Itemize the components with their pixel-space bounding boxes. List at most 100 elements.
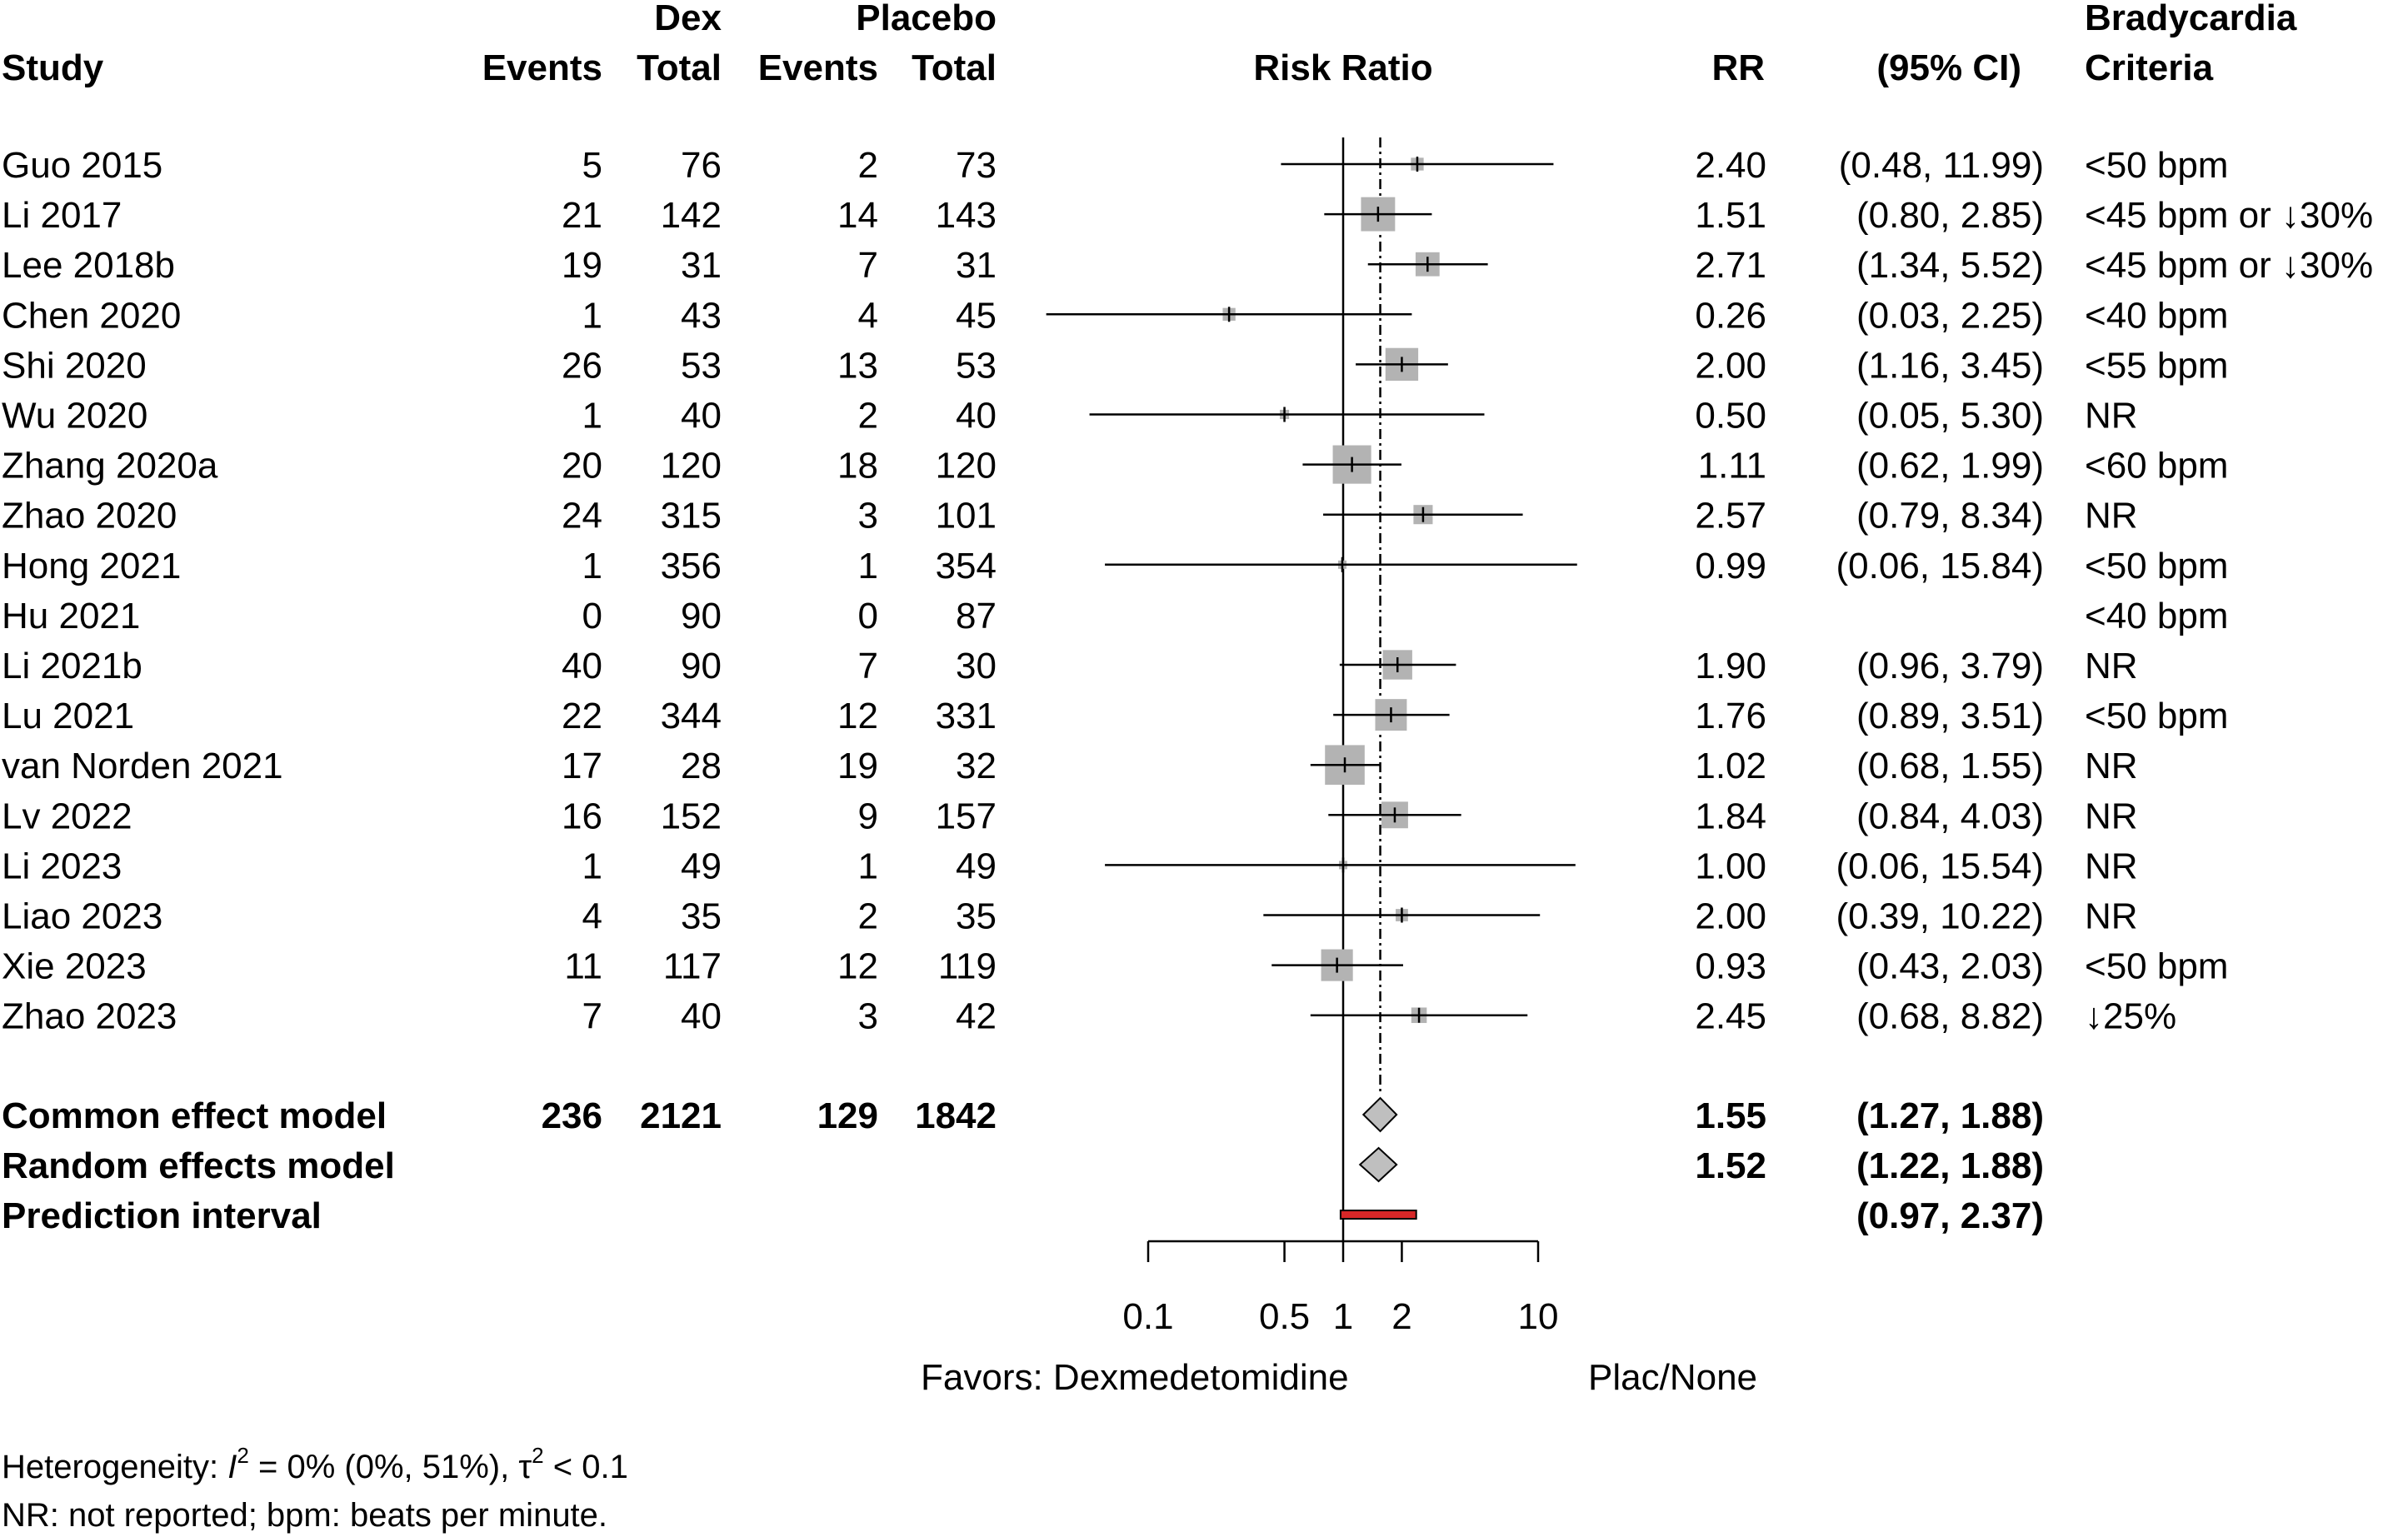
rr-cell: 1.02 [1695, 746, 1766, 786]
criteria-cell: ↓25% [2085, 996, 2176, 1037]
dex-total-cell: 2121 [640, 1095, 722, 1136]
row-label: Zhao 2023 [2, 996, 177, 1037]
ci-cell: (0.05, 5.30) [1856, 396, 2044, 437]
rr-cell: 1.51 [1695, 195, 1766, 236]
criteria-cell: <50 bpm [2085, 696, 2228, 736]
criteria-cell: NR [2085, 796, 2138, 836]
criteria-cell: NR [2085, 846, 2138, 886]
rr-cell: 2.40 [1695, 145, 1766, 186]
criteria-cell: <50 bpm [2085, 145, 2228, 186]
dex-total-cell: 53 [681, 345, 722, 386]
axis-tick-label: 10 [1518, 1296, 1559, 1337]
dex-total-cell: 142 [661, 195, 722, 236]
placebo-events-cell: 13 [837, 345, 878, 386]
criteria-cell: NR [2085, 396, 2138, 437]
dex-total-cell: 35 [681, 896, 722, 937]
dex-total-cell: 315 [661, 496, 722, 536]
placebo-total-cell: 101 [936, 496, 997, 536]
abbreviations-footnote: NR: not reported; bpm: beats per minute. [2, 1497, 607, 1534]
header-risk-ratio: Risk Ratio [1253, 47, 1432, 88]
dex-events-cell: 1 [582, 846, 602, 886]
placebo-total-cell: 73 [956, 145, 997, 186]
ci-cell: (0.68, 1.55) [1856, 746, 2044, 786]
row-label: Lu 2021 [2, 696, 134, 736]
rr-cell: 0.50 [1695, 396, 1766, 437]
rr-cell: 2.57 [1695, 496, 1766, 536]
row-label: Zhang 2020a [2, 446, 218, 487]
ci-cell: (1.16, 3.45) [1856, 345, 2044, 386]
rr-cell: 2.71 [1695, 245, 1766, 286]
dex-events-cell: 22 [562, 696, 602, 736]
axis-tick-label: 0.1 [1122, 1296, 1173, 1337]
summary-rows: Common effect model 236 2121 129 1842 1.55 (1.… [2, 1095, 2044, 1236]
placebo-events-cell: 1 [858, 846, 878, 886]
row-label: Lee 2018b [2, 245, 175, 286]
dex-total-cell: 90 [681, 596, 722, 636]
header-ci: (95% CI) [1876, 47, 2021, 88]
criteria-cell: <45 bpm or ↓30% [2085, 245, 2373, 286]
axis-tick-label: 0.5 [1259, 1296, 1310, 1337]
dex-total-cell: 76 [681, 145, 722, 186]
placebo-total-cell: 87 [956, 596, 997, 636]
placebo-events-cell: 4 [858, 295, 878, 336]
header-criteria: Criteria [2085, 47, 2214, 88]
rr-cell: 1.11 [1698, 446, 1766, 487]
dex-total-cell: 344 [661, 696, 722, 736]
rr-cell: 1.52 [1695, 1145, 1766, 1186]
axis-tick-label: 1 [1333, 1296, 1353, 1337]
row-label: Random effects model [2, 1145, 395, 1186]
favors-left-label: Favors: Dexmedetomidine [921, 1357, 1349, 1398]
dex-events-cell: 1 [582, 295, 602, 336]
header-rr: RR [1711, 47, 1765, 88]
i2-value: = 0% (0%, 51%), [249, 1449, 518, 1485]
placebo-events-cell: 12 [837, 946, 878, 987]
dex-events-cell: 0 [582, 596, 602, 636]
dex-events-cell: 5 [582, 145, 602, 186]
dex-events-cell: 11 [564, 946, 602, 987]
ci-cell: (0.84, 4.03) [1856, 796, 2044, 836]
placebo-total-cell: 45 [956, 295, 997, 336]
dex-events-cell: 1 [582, 396, 602, 437]
summary-diamond [1361, 1096, 1398, 1133]
row-label: Chen 2020 [2, 295, 181, 336]
placebo-events-cell: 7 [858, 646, 878, 686]
row-label: Li 2017 [2, 195, 122, 236]
dex-total-cell: 356 [661, 546, 722, 586]
dex-events-cell: 21 [562, 195, 602, 236]
plot-marks [1046, 137, 1577, 1241]
criteria-cell: <55 bpm [2085, 345, 2228, 386]
criteria-cell: NR [2085, 646, 2138, 686]
placebo-events-cell: 3 [858, 996, 878, 1037]
placebo-events-cell: 0 [858, 596, 878, 636]
rr-cell: 0.93 [1695, 946, 1766, 987]
dex-total-cell: 40 [681, 996, 722, 1037]
header-bradycardia: Bradycardia [2085, 0, 2297, 38]
row-label: Hong 2021 [2, 546, 181, 586]
dex-events-cell: 40 [562, 646, 602, 686]
rr-cell: 1.84 [1695, 796, 1766, 836]
placebo-total-cell: 31 [956, 245, 997, 286]
placebo-total-cell: 354 [936, 546, 997, 586]
row-label: Prediction interval [2, 1195, 322, 1236]
i2-exponent: 2 [237, 1443, 248, 1468]
tau-value: < 0.1 [544, 1449, 628, 1485]
row-label: Xie 2023 [2, 946, 147, 987]
tau-symbol: τ [518, 1449, 532, 1485]
placebo-events-cell: 2 [858, 396, 878, 437]
placebo-total-cell: 35 [956, 896, 997, 937]
placebo-events-cell: 129 [817, 1095, 878, 1136]
dex-events-cell: 17 [562, 746, 602, 786]
rr-cell: 1.90 [1695, 646, 1766, 686]
x-axis: 0.1 0.5 1 2 10 [1122, 1240, 1559, 1337]
header-study: Study [2, 47, 104, 88]
rr-cell: 0.99 [1695, 546, 1766, 586]
ci-cell: (1.34, 5.52) [1856, 245, 2044, 286]
placebo-total-cell: 143 [936, 195, 997, 236]
i2-symbol: I [227, 1449, 237, 1485]
dex-events-cell: 24 [562, 496, 602, 536]
header-placebo-events: Events [758, 47, 878, 88]
dex-total-cell: 43 [681, 295, 722, 336]
dex-total-cell: 49 [681, 846, 722, 886]
study-rows: Guo 2015 5 76 2 73 2.40 (0.48, 11.99) <50 bpmLi… [2, 145, 2373, 1037]
ci-cell: (0.89, 3.51) [1856, 696, 2044, 736]
